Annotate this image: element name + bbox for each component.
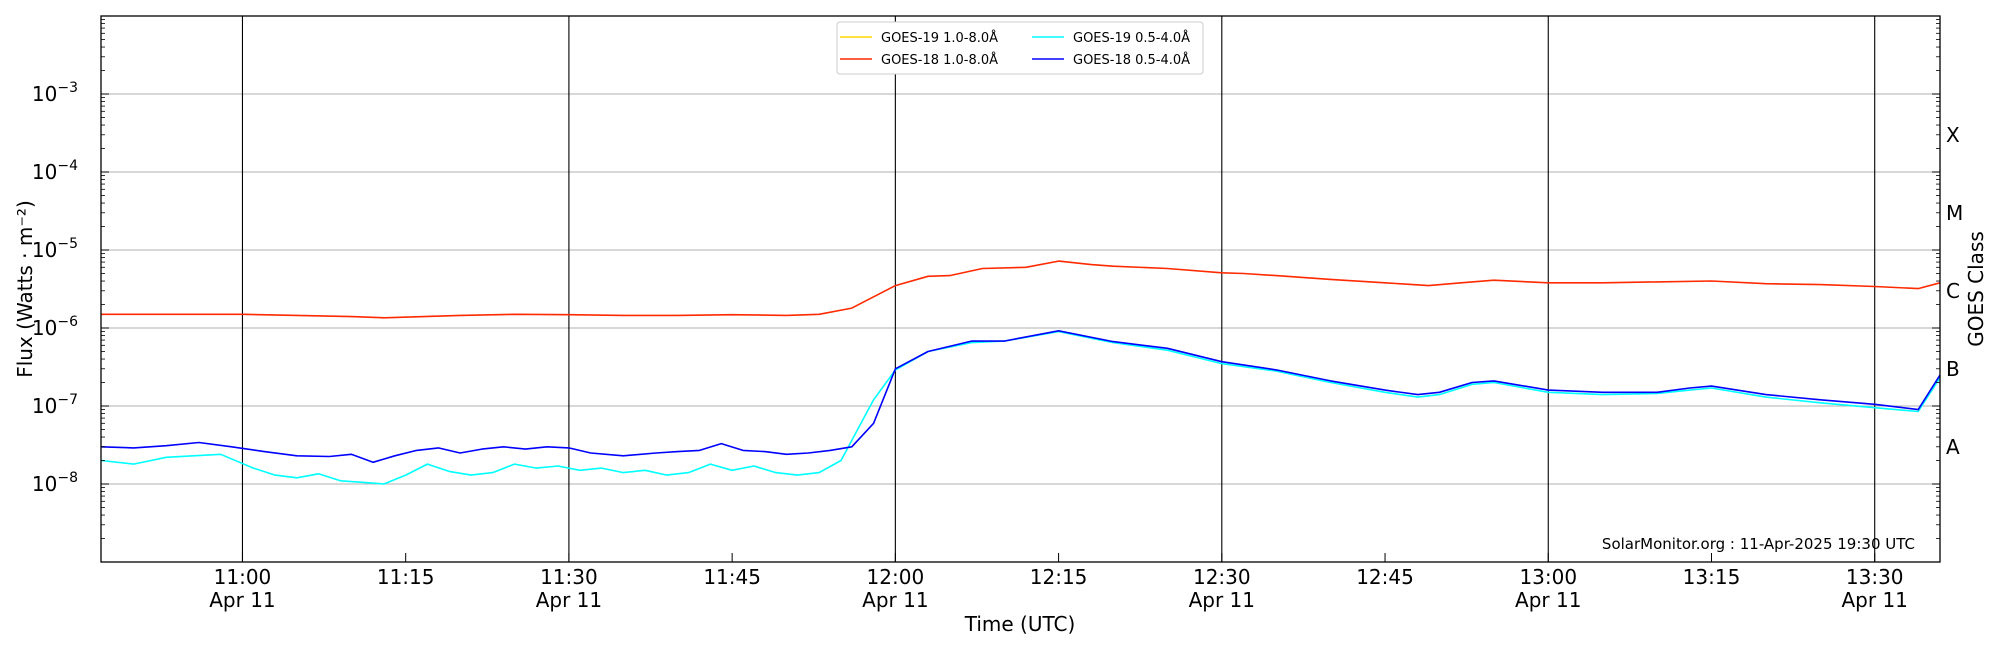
legend-label-goes19-long: GOES-19 1.0-8.0Å: [881, 30, 998, 46]
x-tick-label: 13:15: [1683, 565, 1741, 589]
x-tick-label: 12:45: [1356, 565, 1414, 589]
y-tick-label: 10−5: [32, 236, 78, 262]
x-tick-label: 12:15: [1030, 565, 1088, 589]
legend-label-goes18-long: GOES-18 1.0-8.0Å: [881, 52, 998, 68]
grid-lines: [101, 16, 1940, 562]
y-axis-right-label: GOES Class: [1964, 231, 1988, 347]
x-tick-date-label: Apr 11: [1842, 588, 1908, 612]
y-tick-label: 10−8: [32, 470, 78, 496]
axis-ticks: [101, 19, 1940, 562]
x-tick-label: 11:30: [540, 565, 598, 589]
x-tick-label: 13:30: [1846, 565, 1904, 589]
y-tick-label: 10−7: [32, 392, 78, 418]
plot-series: [100, 260, 1941, 485]
goes-class-label: M: [1946, 201, 1963, 225]
y-axis-label: Flux (Watts · m⁻²): [13, 200, 37, 378]
goes-class-labels: A B C M X: [1946, 123, 1963, 459]
x-tick-date-label: Apr 11: [862, 588, 928, 612]
x-tick-label: 11:45: [703, 565, 761, 589]
x-tick-label: 11:00: [214, 565, 272, 589]
x-tick-label: 11:15: [377, 565, 435, 589]
x-tick-date-label: Apr 11: [1515, 588, 1581, 612]
goes-class-label: A: [1946, 435, 1960, 459]
legend: GOES-19 1.0-8.0Å GOES-18 1.0-8.0Å GOES-1…: [836, 21, 1204, 75]
x-tick-label: 12:00: [867, 565, 925, 589]
y-tick-label: 10−6: [32, 314, 78, 340]
legend-label-goes18-short: GOES-18 0.5-4.0Å: [1073, 52, 1190, 68]
x-tick-date-label: Apr 11: [209, 588, 275, 612]
legend-box: [836, 21, 1204, 75]
x-tick-label: 12:30: [1193, 565, 1251, 589]
y-tick-label: 10−3: [32, 80, 78, 106]
series-line: [100, 329, 1941, 464]
y-tick-label: 10−4: [32, 158, 78, 184]
goes-class-label: X: [1946, 123, 1960, 147]
series-line: [100, 330, 1941, 485]
credit-text: SolarMonitor.org : 11-Apr-2025 19:30 UTC: [1602, 535, 1915, 553]
series-line: [101, 260, 1941, 319]
x-axis-label: Time (UTC): [964, 612, 1076, 636]
x-tick-label: 13:00: [1519, 565, 1577, 589]
x-tick-date-label: Apr 11: [536, 588, 602, 612]
goes-class-label: B: [1946, 357, 1960, 381]
y-tick-labels: 10−8 10−7 10−6 10−5 10−4 10−3: [32, 80, 78, 496]
legend-label-goes19-short: GOES-19 0.5-4.0Å: [1073, 30, 1190, 46]
plot-frame: [100, 15, 1941, 563]
goes-class-label: C: [1946, 279, 1960, 303]
x-tick-date-label: Apr 11: [1189, 588, 1255, 612]
